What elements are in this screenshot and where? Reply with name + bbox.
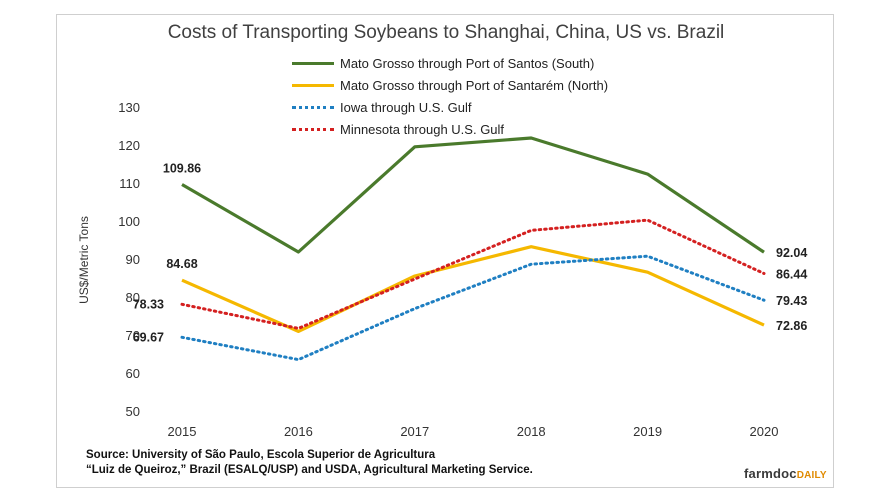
- y-tick-label: 90: [126, 252, 140, 267]
- data-label: 72.86: [776, 319, 807, 333]
- y-tick-label: 60: [126, 366, 140, 381]
- chart-frame: [56, 14, 834, 488]
- legend-label: Minnesota through U.S. Gulf: [340, 121, 505, 137]
- brand-main: farmdoc: [744, 466, 797, 481]
- data-label: 69.67: [133, 330, 164, 344]
- brand-logo: farmdocDAILY: [744, 466, 827, 481]
- data-label: 109.86: [163, 162, 201, 176]
- series-line-1: [181, 136, 765, 254]
- data-label: 86.44: [776, 268, 807, 282]
- legend-swatch: [292, 83, 334, 87]
- x-tick-label: 2020: [750, 424, 779, 439]
- y-tick-label: 100: [118, 214, 140, 229]
- series-line-4: [180, 218, 766, 330]
- legend-label: Mato Grosso through Port of Santos (Sout…: [340, 55, 595, 71]
- x-tick-label: 2016: [284, 424, 313, 439]
- legend-item-1: Mato Grosso through Port of Santos (Sout…: [292, 52, 608, 74]
- series-line-3: [180, 254, 766, 362]
- chart-legend: Mato Grosso through Port of Santos (Sout…: [292, 52, 608, 140]
- legend-swatch: [292, 127, 334, 131]
- x-tick-label: 2015: [168, 424, 197, 439]
- y-tick-label: 130: [118, 100, 140, 115]
- legend-swatch: [292, 105, 334, 109]
- legend-item-2: Mato Grosso through Port of Santarém (No…: [292, 74, 608, 96]
- legend-label: Mato Grosso through Port of Santarém (No…: [340, 77, 609, 93]
- y-tick-label: 50: [126, 404, 140, 419]
- y-tick-label: 120: [118, 138, 140, 153]
- x-tick-label: 2018: [517, 424, 546, 439]
- y-tick-label: 80: [126, 290, 140, 305]
- x-tick-label: 2017: [400, 424, 429, 439]
- legend-label: Iowa through U.S. Gulf: [340, 99, 472, 115]
- data-label: 92.04: [776, 246, 807, 260]
- source-line-2: “Luiz de Queiroz,” Brazil (ESALQ/USP) an…: [86, 464, 533, 476]
- source-note: Source: University of São Paulo, Escola …: [86, 448, 533, 478]
- series-line-2: [181, 245, 765, 333]
- data-label: 79.43: [776, 294, 807, 308]
- brand-accent: DAILY: [796, 470, 827, 481]
- legend-item-3: Iowa through U.S. Gulf: [292, 96, 608, 118]
- data-label: 78.33: [133, 297, 164, 311]
- chart-title: Costs of Transporting Soybeans to Shangh…: [167, 22, 725, 43]
- legend-item-4: Minnesota through U.S. Gulf: [292, 118, 608, 140]
- data-label: 84.68: [166, 257, 197, 271]
- legend-swatch: [292, 61, 334, 65]
- y-axis-title: US$/Metric Tons: [77, 216, 91, 304]
- x-tick-label: 2019: [633, 424, 662, 439]
- y-tick-label: 70: [126, 328, 140, 343]
- source-line-1: Source: University of São Paulo, Escola …: [86, 449, 436, 461]
- y-tick-label: 110: [119, 176, 140, 191]
